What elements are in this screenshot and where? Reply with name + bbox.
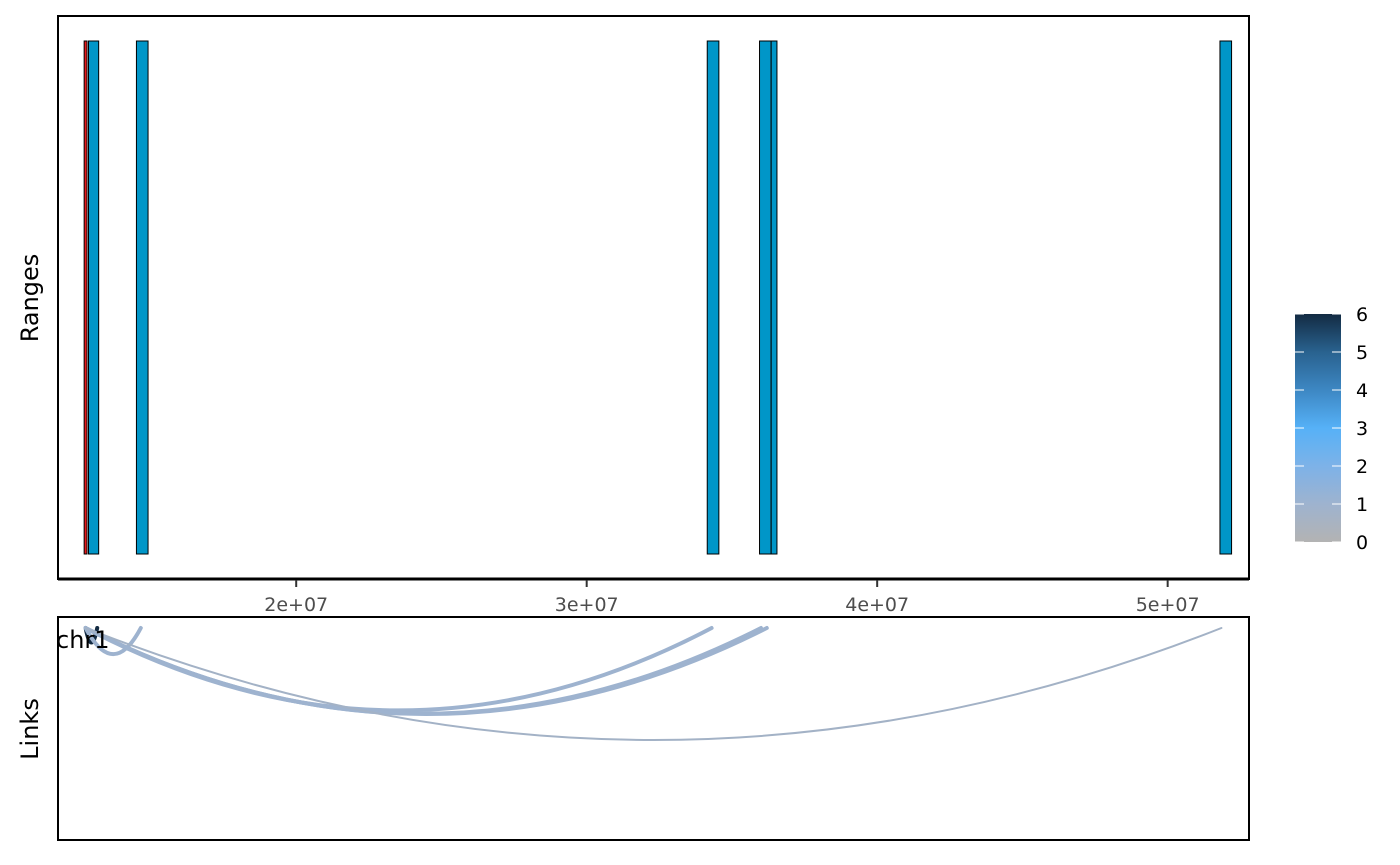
x-tick-label: 3e+07 [555,594,619,616]
legend-label: 4 [1356,380,1368,402]
range-bar [88,40,100,555]
x-tick-label: 5e+07 [1136,594,1200,616]
chromosome-label: chr1 [56,626,110,654]
range-bar [759,40,772,555]
legend-ticks: 0 1 2 3 4 5 6 [1295,304,1368,554]
legend-label: 5 [1356,342,1368,364]
x-tick-label: 2e+07 [264,594,328,616]
range-bar-highlight [83,40,88,555]
links-ylabel: Links [16,698,44,760]
range-bars [83,40,1233,555]
range-bar [135,40,149,555]
links-panel: Links chr1 [16,616,1250,841]
x-tick-label: 4e+07 [845,594,909,616]
legend-label: 3 [1356,418,1368,440]
ranges-panel-border [57,15,1250,580]
color-legend: 0 1 2 3 4 5 6 [1295,304,1368,554]
range-bar [770,40,778,555]
legend-label: 6 [1356,304,1368,326]
legend-label: 1 [1356,494,1368,516]
link-arc [84,627,1223,741]
link-arc [83,626,769,717]
link-arc [83,626,143,657]
links-panel-border [57,616,1250,841]
range-bar [706,40,720,555]
link-arcs [83,626,1223,741]
ranges-ylabel: Ranges [16,254,44,343]
legend-label: 2 [1356,456,1368,478]
range-bar [1219,40,1233,555]
legend-label: 0 [1356,532,1368,554]
ranges-panel: Ranges 2e+07 3e+07 4e+07 5e+07 [16,15,1250,616]
x-axis-ticks: 2e+07 3e+07 4e+07 5e+07 [264,580,1200,616]
